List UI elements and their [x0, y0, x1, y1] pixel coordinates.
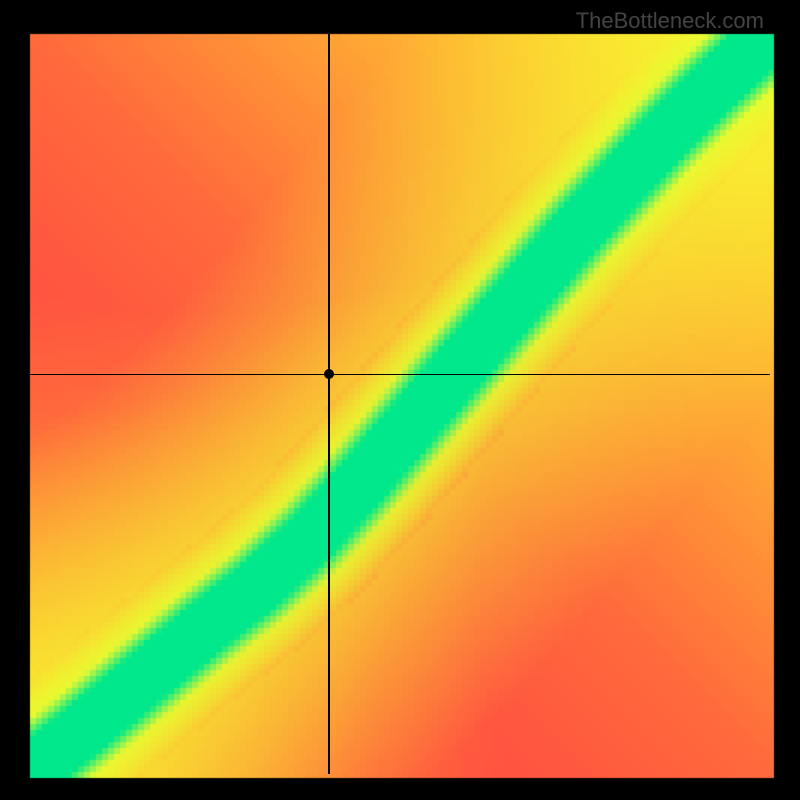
watermark-label: TheBottleneck.com — [576, 8, 764, 34]
crosshair-point — [324, 369, 334, 379]
chart-container: TheBottleneck.com — [0, 0, 800, 800]
crosshair-vertical — [328, 34, 330, 774]
bottleneck-heatmap — [0, 0, 800, 800]
crosshair-horizontal — [30, 374, 770, 376]
